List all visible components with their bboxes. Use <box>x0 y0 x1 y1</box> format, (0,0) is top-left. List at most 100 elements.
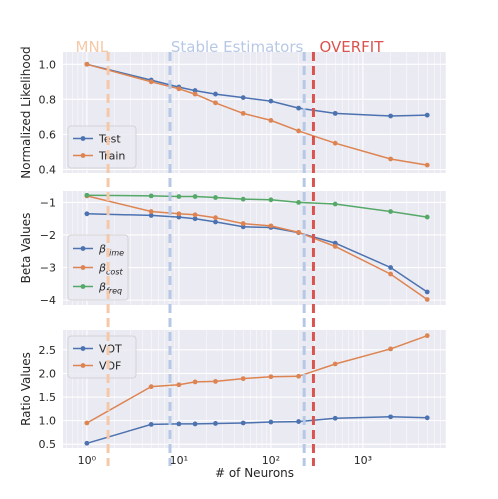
data-point <box>176 86 182 92</box>
legend-label: Train <box>98 150 125 163</box>
data-point <box>213 91 218 97</box>
y-tick-label: −4 <box>40 294 56 307</box>
y-tick-label: 2.0 <box>39 367 57 380</box>
data-point <box>176 194 182 199</box>
y-tick-label: 1.0 <box>39 415 57 428</box>
legend-marker <box>80 363 86 368</box>
data-point <box>148 422 154 427</box>
x-axis-label: # of Neurons <box>215 466 294 480</box>
data-point <box>296 105 301 111</box>
legend-marker <box>80 136 86 141</box>
y-axis-label: Beta Values <box>19 213 33 284</box>
data-point <box>176 421 182 427</box>
data-point <box>176 382 182 388</box>
data-point <box>84 440 90 446</box>
legend: βtime βcost βfreq <box>67 234 129 301</box>
data-point <box>148 209 154 214</box>
data-point <box>240 420 246 426</box>
legend: Test Train <box>67 125 137 169</box>
data-point <box>148 384 154 390</box>
y-tick-label: 0.6 <box>39 128 57 141</box>
data-point <box>268 197 274 203</box>
y-tick-label: 1.5 <box>39 391 57 404</box>
data-point <box>268 419 274 425</box>
data-point <box>240 376 246 382</box>
legend: VOT VOF <box>67 335 137 379</box>
data-point <box>388 271 394 277</box>
data-point <box>424 214 430 220</box>
data-point <box>240 196 246 202</box>
y-axis-label: Ratio Values <box>19 352 33 426</box>
legend-marker <box>80 346 86 351</box>
data-point <box>148 193 154 199</box>
data-point <box>240 95 246 100</box>
data-point <box>192 212 198 218</box>
legend-box <box>67 335 137 379</box>
legend-marker <box>80 153 86 158</box>
data-point <box>424 162 430 168</box>
data-point <box>296 200 301 205</box>
data-point <box>296 419 301 424</box>
x-tick-label: 10² <box>262 454 280 467</box>
series-vof <box>84 333 430 426</box>
x-tick-label: 10¹ <box>170 454 188 467</box>
data-point <box>213 215 218 221</box>
y-tick-label: −3 <box>40 262 56 275</box>
y-tick-label: −1 <box>40 196 56 209</box>
legend-marker <box>80 265 86 270</box>
legend-label: βcost <box>98 262 123 277</box>
data-point <box>84 61 90 67</box>
data-point <box>424 333 430 339</box>
legend-label: VOF <box>99 360 121 373</box>
y-tick-label: 0.4 <box>39 163 57 176</box>
data-point <box>424 112 430 118</box>
panel-2: −4 −3 −2 −1 Beta Values βtime βcost βfreq <box>19 191 447 307</box>
data-point <box>388 156 394 162</box>
data-point <box>332 201 338 207</box>
data-point <box>192 379 198 385</box>
data-point <box>240 221 246 226</box>
data-point <box>268 117 274 123</box>
data-point <box>296 229 301 235</box>
legend-marker <box>80 284 86 289</box>
data-point <box>268 223 274 229</box>
data-point <box>213 421 218 426</box>
data-point <box>148 79 154 85</box>
x-tick-label: 10⁰ <box>78 454 97 467</box>
y-axis-label: Normalized Likelihood <box>19 46 33 178</box>
data-point <box>192 216 198 222</box>
x-tick-label: 10³ <box>354 454 372 467</box>
data-point <box>388 346 394 352</box>
data-point <box>84 211 90 217</box>
y-tick-label: 0.5 <box>39 438 57 451</box>
region-label-overfit: OVERFIT <box>319 38 384 56</box>
legend-label: βfreq <box>98 281 122 296</box>
legend-label: βtime <box>98 243 124 258</box>
data-point <box>388 414 394 420</box>
data-point <box>332 140 338 146</box>
legend-box <box>67 234 129 301</box>
data-point <box>84 192 90 198</box>
data-point <box>176 211 182 217</box>
data-point <box>296 373 301 379</box>
legend-box <box>67 125 137 169</box>
data-point <box>148 213 154 218</box>
chart-panels: 0.4 0.6 0.8 1.0 Normalized Likelihood Test Tra… <box>19 46 447 451</box>
data-point <box>332 361 338 367</box>
region-markers <box>106 52 315 466</box>
data-point <box>213 219 218 225</box>
legend-label: VOT <box>99 343 122 356</box>
data-point <box>240 110 246 116</box>
y-tick-label: −2 <box>40 229 56 242</box>
data-point <box>268 98 274 104</box>
y-tick-label: 0.8 <box>39 93 57 106</box>
data-point <box>192 88 198 93</box>
data-point <box>213 379 218 384</box>
legend-marker <box>80 246 86 251</box>
data-point <box>296 128 301 134</box>
data-point <box>388 209 394 214</box>
panel-1: 0.4 0.6 0.8 1.0 Normalized Likelihood Test Tra… <box>19 46 447 179</box>
data-point <box>388 113 394 119</box>
data-point <box>332 110 338 116</box>
